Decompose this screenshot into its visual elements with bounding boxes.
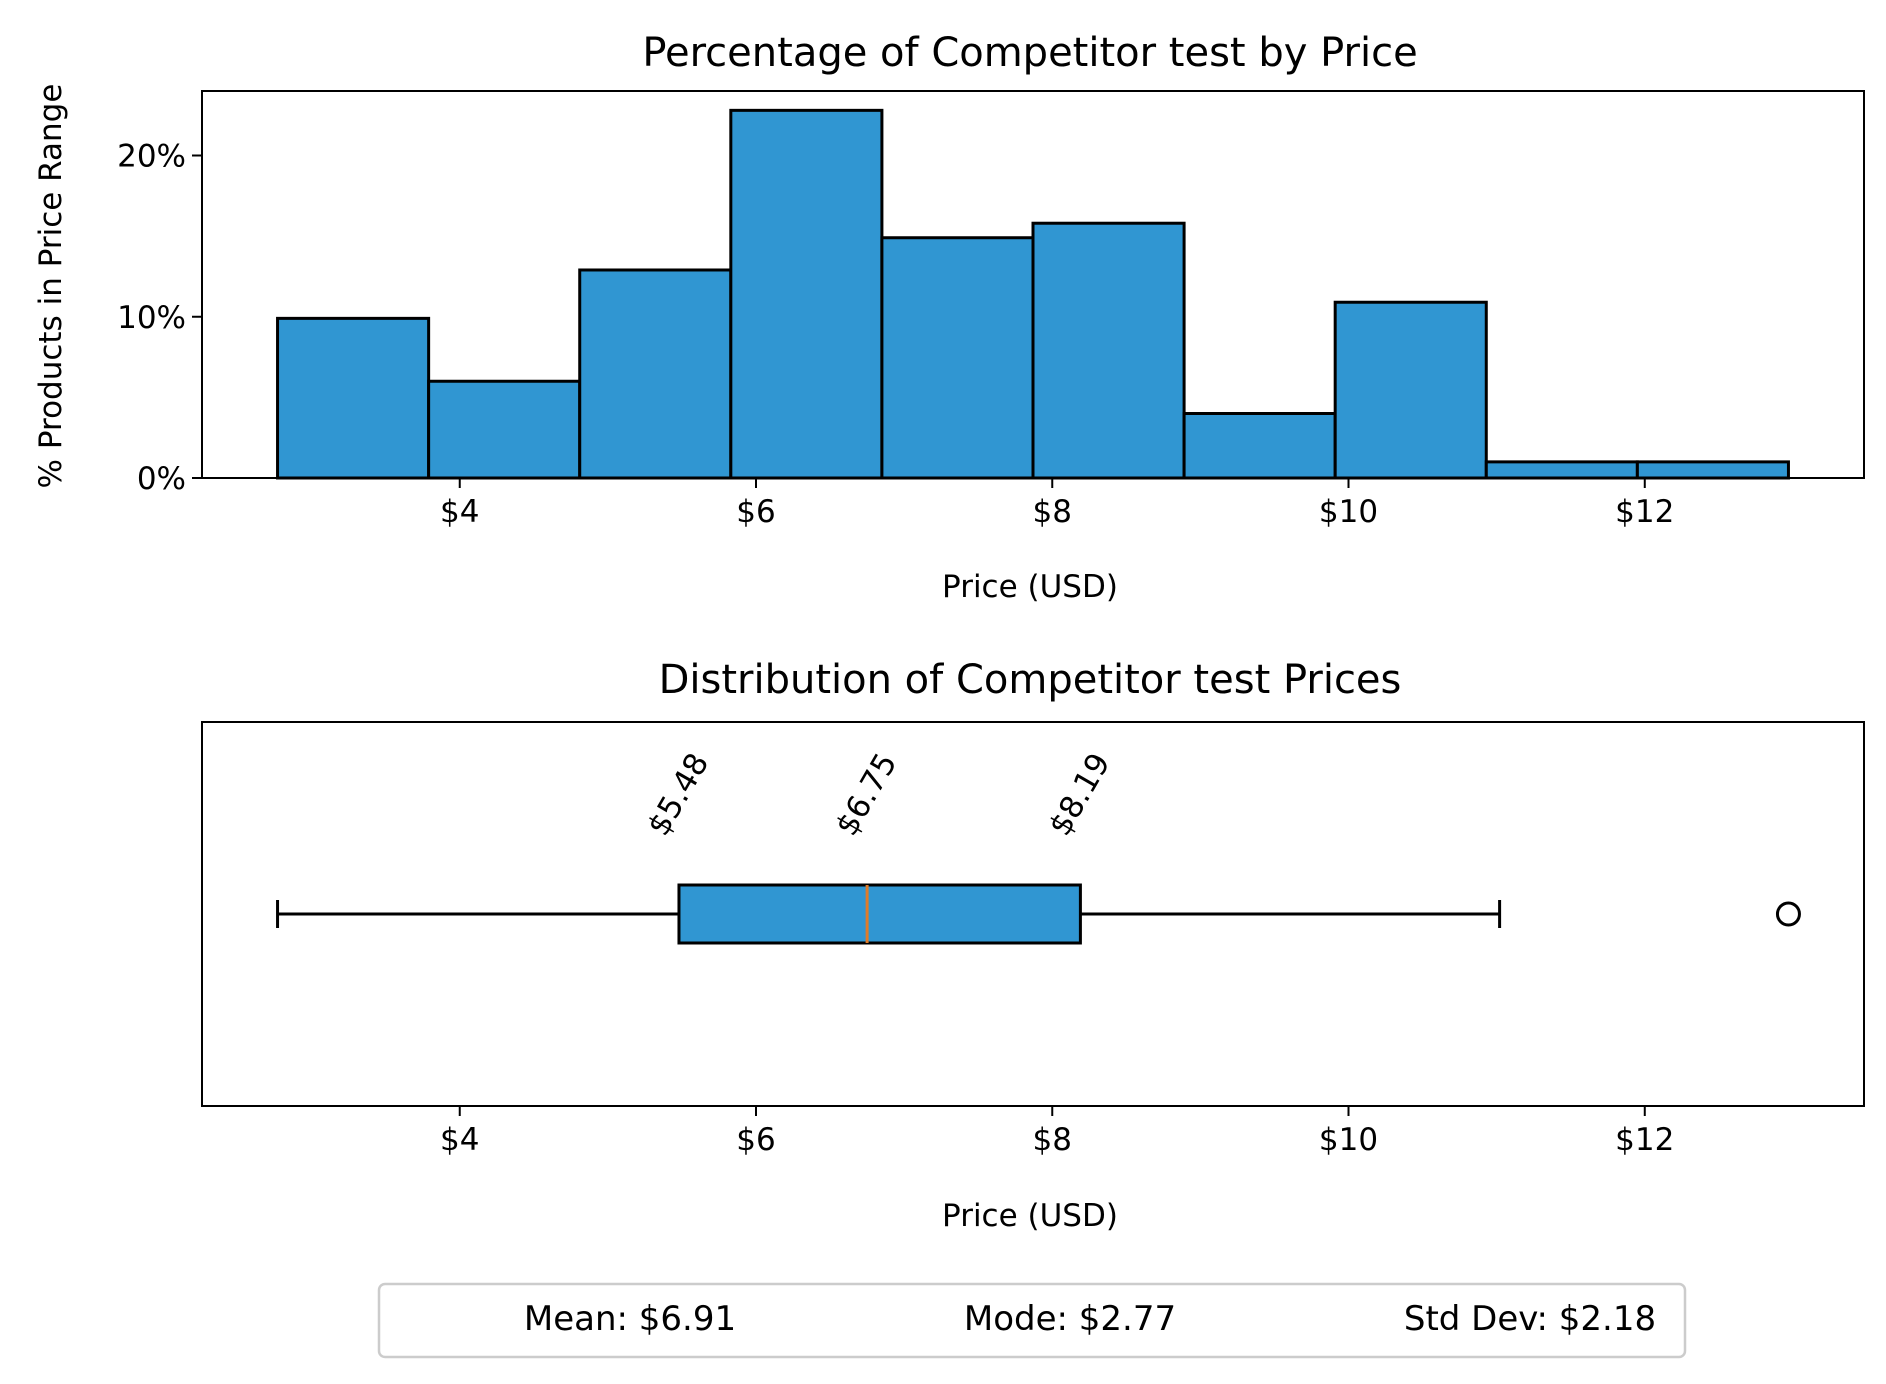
x-tick-label: $6 bbox=[736, 1122, 775, 1158]
histogram-bar bbox=[578, 268, 733, 480]
boxplot-x-label: Price (USD) bbox=[942, 1198, 1118, 1234]
stats-mode: Mode: $2.77 bbox=[964, 1299, 1176, 1339]
histogram-bar bbox=[276, 316, 431, 480]
histogram-bar bbox=[1031, 221, 1186, 480]
x-tick-label: $4 bbox=[440, 494, 479, 530]
histogram-panel: Percentage of Competitor test by Price $… bbox=[33, 30, 1865, 605]
boxplot-title: Distribution of Competitor test Prices bbox=[659, 657, 1402, 703]
x-tick-label: $12 bbox=[1615, 1122, 1674, 1158]
histogram-bar bbox=[880, 236, 1035, 480]
histogram-title: Percentage of Competitor test by Price bbox=[642, 30, 1417, 76]
x-tick-label: $4 bbox=[440, 1122, 479, 1158]
box-iqr bbox=[677, 883, 1082, 945]
boxplot-panel: Distribution of Competitor test Prices $… bbox=[201, 657, 1865, 1234]
histogram-bar bbox=[1484, 460, 1639, 480]
histogram-y-ticks: 0% 10% 20% bbox=[117, 139, 202, 497]
y-tick-label: 10% bbox=[117, 300, 186, 336]
quartile-label: $5.48 bbox=[641, 747, 717, 842]
histogram-bar bbox=[427, 379, 582, 480]
x-tick-label: $10 bbox=[1319, 1122, 1378, 1158]
boxplot-frame bbox=[201, 721, 1865, 1107]
outlier-point bbox=[1775, 901, 1801, 927]
histogram-x-ticks: $4 $6 $8 $10 $12 bbox=[440, 478, 1674, 530]
quartile-label: $8.19 bbox=[1042, 747, 1118, 842]
boxplot-marks: $5.48 $6.75 $8.19 bbox=[276, 747, 1801, 945]
histogram-bars bbox=[276, 108, 1790, 480]
histogram-bar bbox=[729, 108, 884, 480]
x-tick-label: $10 bbox=[1319, 494, 1378, 530]
histogram-bar bbox=[1333, 300, 1488, 480]
stats-box: Mean: $6.91 Mode: $2.77 Std Dev: $2.18 bbox=[377, 1282, 1687, 1359]
stats-mean: Mean: $6.91 bbox=[524, 1299, 736, 1339]
histogram-y-label: % Products in Price Range bbox=[33, 84, 69, 489]
stats-std-dev: Std Dev: $2.18 bbox=[1404, 1299, 1656, 1339]
x-tick-label: $6 bbox=[736, 494, 775, 530]
histogram-frame bbox=[201, 90, 1865, 479]
x-tick-label: $8 bbox=[1033, 494, 1072, 530]
x-tick-label: $12 bbox=[1615, 494, 1674, 530]
x-tick-label: $8 bbox=[1033, 1122, 1072, 1158]
y-tick-label: 20% bbox=[117, 139, 186, 175]
boxplot-x-ticks: $4 $6 $8 $10 $12 bbox=[440, 1106, 1674, 1158]
quartile-label: $6.75 bbox=[829, 747, 905, 842]
histogram-x-label: Price (USD) bbox=[942, 569, 1118, 605]
histogram-bar bbox=[1635, 460, 1790, 480]
y-tick-label: 0% bbox=[137, 461, 186, 497]
stats-box-frame bbox=[377, 1282, 1687, 1359]
histogram-bar bbox=[1182, 412, 1337, 480]
